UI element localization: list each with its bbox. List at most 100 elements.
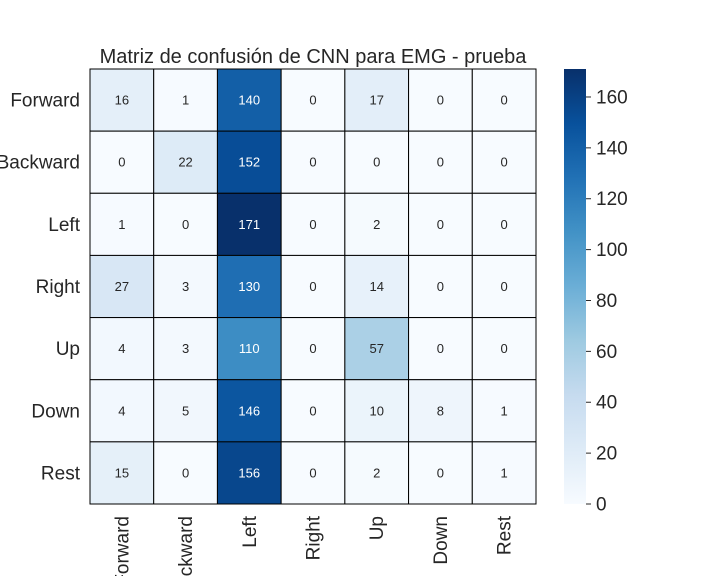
cell-value-label: 17	[369, 93, 383, 108]
cell-value-label: 0	[501, 155, 508, 170]
heatmap-cell	[344, 441, 410, 505]
cell-value-label: 8	[437, 403, 444, 418]
colorbar-tick-label: 80	[596, 291, 617, 312]
column-tick-labels: Forward Backward Left Right Up Down Rest	[112, 515, 515, 576]
cell-value-label: 4	[118, 341, 125, 356]
colorbar-tick-label: 40	[596, 393, 617, 414]
heatmap-cell	[280, 192, 346, 256]
row-tick-label: Left	[48, 215, 80, 236]
cell-value-label: 0	[182, 465, 189, 480]
heatmap-cell	[471, 130, 537, 194]
cell-value-label: 16	[115, 93, 129, 108]
heatmap-cell	[153, 379, 218, 443]
heatmap-cell	[344, 379, 410, 443]
cell-value-label: 0	[501, 217, 508, 232]
cell-value-label: 140	[238, 93, 260, 108]
heatmap-cell	[216, 130, 282, 194]
heatmap-cell	[344, 130, 410, 194]
heatmap-cell	[89, 317, 155, 381]
cell-value-label: 0	[309, 155, 316, 170]
cell-value-label: 171	[238, 217, 260, 232]
heatmap-cell	[280, 68, 346, 132]
cell-value-label: 4	[118, 403, 125, 418]
cell-value-label: 0	[309, 341, 316, 356]
heatmap-cell	[280, 379, 346, 443]
cell-value-label: 10	[369, 403, 383, 418]
heatmap-cell	[153, 192, 218, 256]
colorbar-tick-label: 120	[596, 189, 628, 210]
cell-value-label: 0	[373, 155, 380, 170]
row-tick-label: Right	[36, 277, 81, 298]
colorbar-tick-labels: 0 20 40 60 80 100 120 140 160	[586, 87, 628, 516]
column-tick-label: Right	[304, 515, 325, 560]
column-tick-label: Up	[367, 516, 388, 540]
heatmap-cell	[408, 254, 473, 319]
cell-value-label: 2	[373, 465, 380, 480]
cell-value-label: 146	[238, 403, 260, 418]
heatmap-cell	[216, 192, 282, 256]
cell-value-labels: 16 1 140 0 17 0 00 22 152 0 0 0 01 0 171 0 2 0 027 3 130 0 14 0…	[115, 93, 508, 481]
heatmap-cell	[89, 254, 155, 319]
cell-value-label: 130	[238, 279, 260, 294]
chart-title: Matriz de confusión de CNN para EMG - pr…	[100, 46, 528, 68]
heatmap-cell	[280, 254, 346, 319]
cell-value-label: 0	[309, 93, 316, 108]
cell-value-label: 0	[437, 465, 444, 480]
cell-value-label: 0	[501, 93, 508, 108]
cell-value-label: 0	[437, 155, 444, 170]
cell-value-label: 22	[178, 155, 192, 170]
cell-value-label: 15	[115, 465, 129, 480]
heatmap-cell	[89, 379, 155, 443]
colorbar	[564, 69, 586, 504]
cell-value-label: 5	[182, 403, 189, 418]
cell-value-label: 0	[437, 279, 444, 294]
heatmap-cell	[153, 68, 218, 132]
heatmap-cell	[89, 68, 155, 132]
cell-value-label: 3	[182, 279, 189, 294]
cell-value-label: 27	[115, 279, 129, 294]
heatmap-cell	[344, 192, 410, 256]
cell-value-label: 0	[309, 217, 316, 232]
heatmap-cell	[471, 441, 537, 505]
cell-value-label: 110	[239, 341, 260, 356]
heatmap-cells	[89, 68, 537, 505]
cell-value-label: 57	[369, 341, 383, 356]
cell-value-label: 156	[238, 465, 260, 480]
heatmap-cell	[471, 192, 537, 256]
heatmap-cell	[216, 68, 282, 132]
cell-value-label: 1	[501, 403, 508, 418]
colorbar-tick-label: 20	[596, 444, 617, 465]
row-tick-labels: Forward Backward Left Right Up Down Rest	[0, 91, 81, 485]
column-tick-label: Down	[431, 516, 452, 565]
heatmap-cell	[408, 68, 473, 132]
cell-value-label: 1	[182, 93, 189, 108]
heatmap-cell	[216, 317, 282, 381]
row-tick-label: Up	[56, 339, 80, 360]
row-tick-label: Backward	[0, 153, 80, 174]
column-tick-label: Rest	[495, 515, 516, 555]
heatmap-cell	[89, 441, 155, 505]
cell-value-label: 0	[118, 155, 125, 170]
row-tick-label: Down	[31, 401, 80, 422]
column-tick-label: Forward	[112, 516, 133, 576]
heatmap-cell	[408, 192, 473, 256]
colorbar-tick-label: 100	[596, 240, 628, 261]
cell-value-label: 152	[238, 155, 260, 170]
colorbar-tick-label: 60	[596, 342, 617, 363]
colorbar-tick-label: 0	[596, 495, 607, 516]
cell-value-label: 0	[309, 403, 316, 418]
cell-value-label: 0	[501, 341, 508, 356]
row-tick-label: Forward	[10, 91, 80, 112]
column-tick-label: Left	[240, 515, 261, 547]
cell-value-label: 2	[373, 217, 380, 232]
heatmap-cell	[408, 441, 473, 505]
heatmap-cell	[471, 379, 537, 443]
cell-value-label: 0	[501, 279, 508, 294]
heatmap-cell	[216, 441, 282, 505]
cell-value-label: 1	[501, 465, 508, 480]
heatmap-cell	[471, 254, 537, 319]
cell-value-label: 0	[182, 217, 189, 232]
heatmap-cell	[89, 130, 155, 194]
heatmap-cell	[280, 441, 346, 505]
